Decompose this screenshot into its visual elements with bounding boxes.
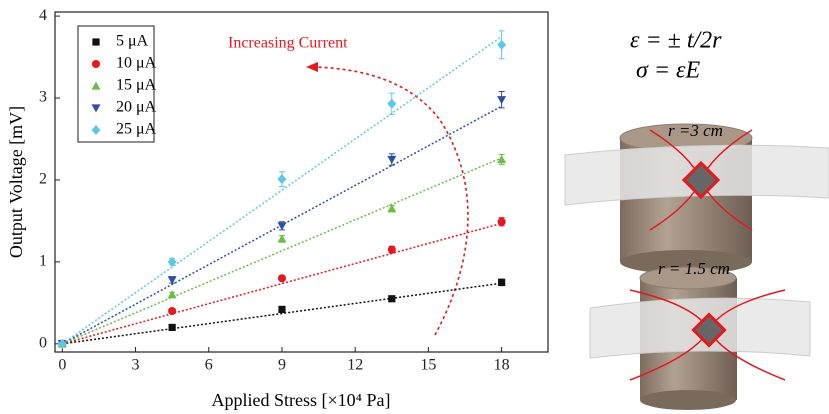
marker	[498, 279, 505, 286]
x-tick-label: 3	[132, 357, 140, 374]
marker	[277, 234, 286, 242]
marker	[497, 40, 506, 50]
annotation: Increasing Current	[228, 35, 348, 52]
marker	[168, 307, 176, 315]
marker	[169, 324, 176, 331]
legend-label: 25 μA	[116, 121, 157, 138]
x-tick-label: 18	[494, 357, 510, 374]
legend-label: 10 μA	[116, 55, 157, 72]
x-tick-label: 15	[420, 357, 436, 374]
x-tick-label: 0	[58, 357, 66, 374]
y-tick-label: 3	[39, 89, 47, 106]
radius-label: r = 1.5 cm	[658, 259, 730, 278]
marker	[387, 204, 396, 212]
legend-marker	[92, 60, 100, 68]
marker	[498, 218, 506, 226]
x-tick-label: 9	[278, 357, 286, 374]
legend-marker	[92, 38, 99, 45]
marker	[278, 306, 285, 313]
annotation-arrow	[312, 67, 468, 335]
y-tick-label: 1	[39, 253, 47, 270]
x-tick-label: 12	[347, 357, 363, 374]
x-tick-label: 6	[205, 357, 213, 374]
marker	[497, 96, 506, 104]
marker	[168, 290, 177, 298]
y-tick-label: 0	[39, 334, 47, 351]
annotation-arrowhead	[306, 62, 318, 72]
y-tick-label: 2	[39, 171, 47, 188]
marker	[388, 295, 395, 302]
marker	[387, 156, 396, 164]
marker	[388, 246, 396, 254]
marker	[277, 222, 286, 230]
y-axis-label: Output Voltage [mV]	[6, 106, 26, 258]
legend-label: 5 μA	[116, 33, 149, 50]
marker	[387, 99, 396, 109]
figure: Applied Stress [×10⁴ Pa] Output Voltage …	[0, 0, 829, 414]
marker	[277, 174, 286, 184]
radius-label: r =3 cm	[668, 121, 723, 140]
equation: ε = ± t/2r	[630, 28, 722, 54]
legend-label: 20 μA	[116, 99, 157, 116]
marker	[278, 274, 286, 282]
legend-label: 15 μA	[116, 77, 157, 94]
x-axis-label: Applied Stress [×10⁴ Pa]	[212, 390, 391, 410]
y-tick-label: 4	[39, 7, 47, 24]
equation: σ = εE	[636, 58, 700, 84]
